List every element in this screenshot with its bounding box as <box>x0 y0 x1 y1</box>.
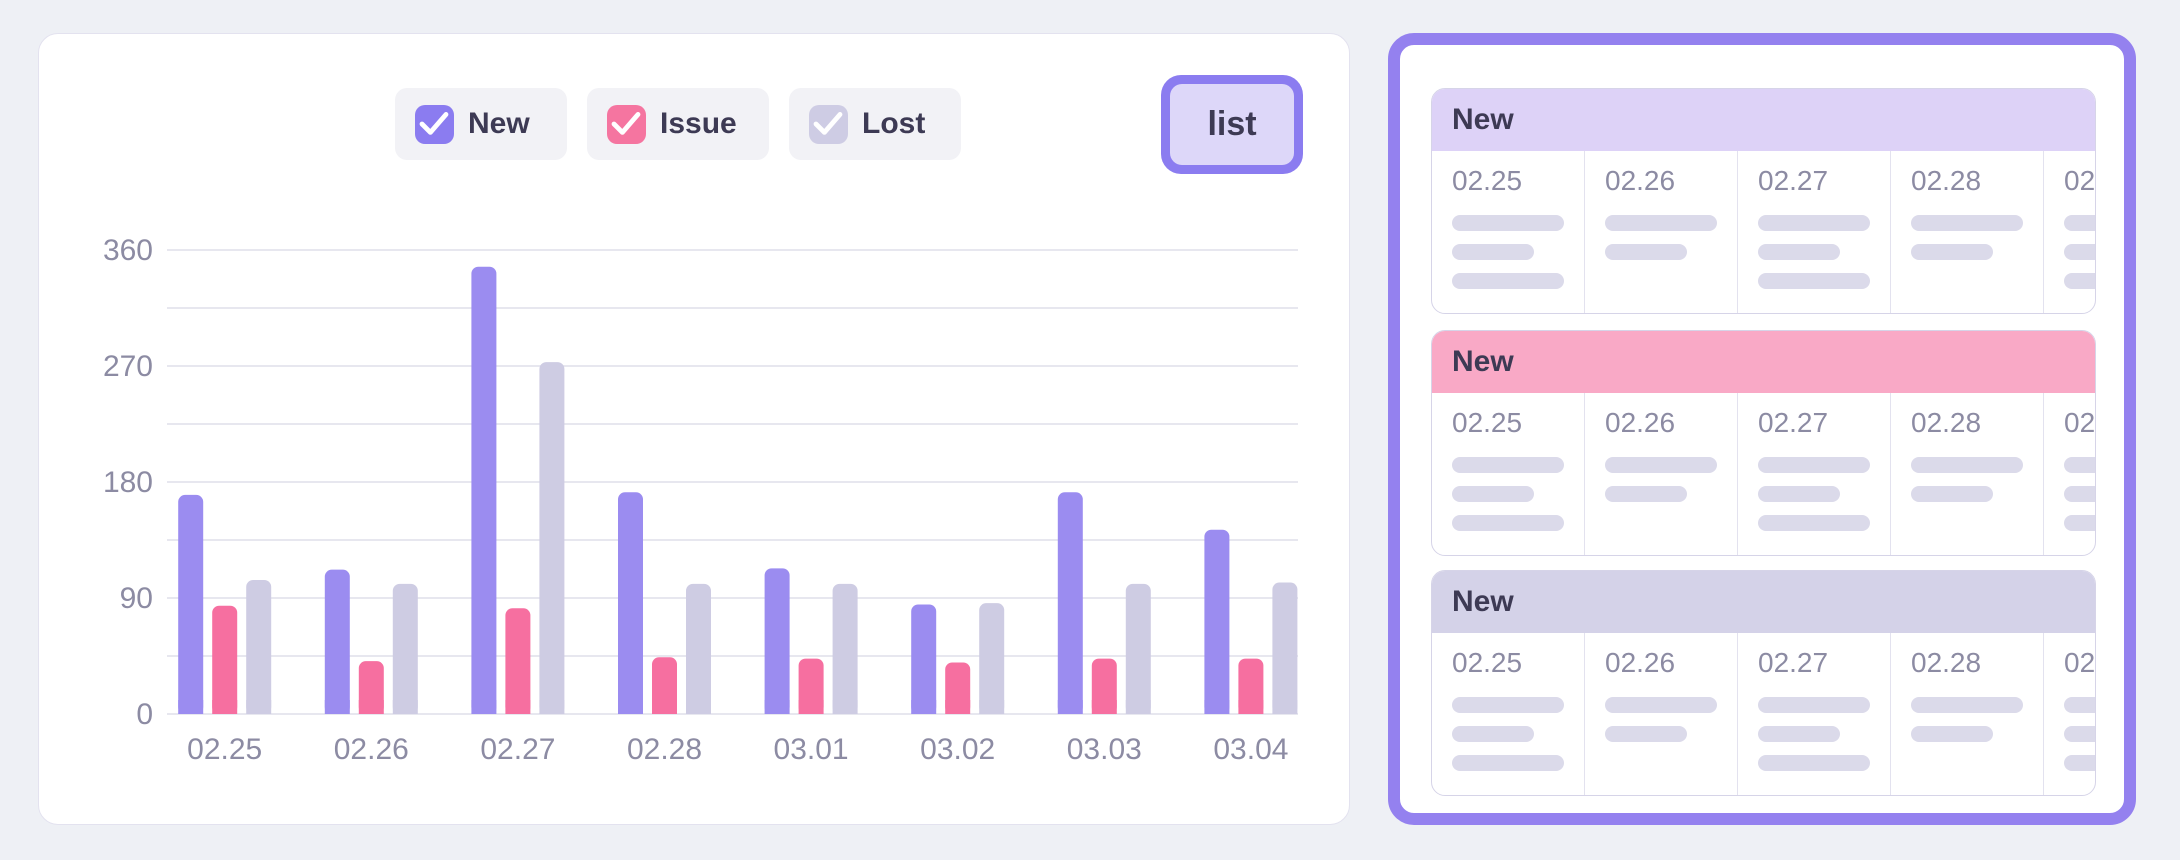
svg-text:02.25: 02.25 <box>187 733 262 766</box>
svg-text:02.26: 02.26 <box>334 733 409 766</box>
svg-text:03.03: 03.03 <box>1067 733 1142 766</box>
svg-text:0: 0 <box>136 698 153 731</box>
svg-text:03.04: 03.04 <box>1213 733 1288 766</box>
svg-text:180: 180 <box>103 466 153 499</box>
svg-text:270: 270 <box>103 350 153 383</box>
svg-text:02.28: 02.28 <box>627 733 702 766</box>
svg-text:90: 90 <box>120 582 153 615</box>
svg-text:03.02: 03.02 <box>920 733 995 766</box>
svg-text:02.27: 02.27 <box>480 733 555 766</box>
svg-text:360: 360 <box>103 234 153 267</box>
svg-text:03.01: 03.01 <box>774 733 849 766</box>
